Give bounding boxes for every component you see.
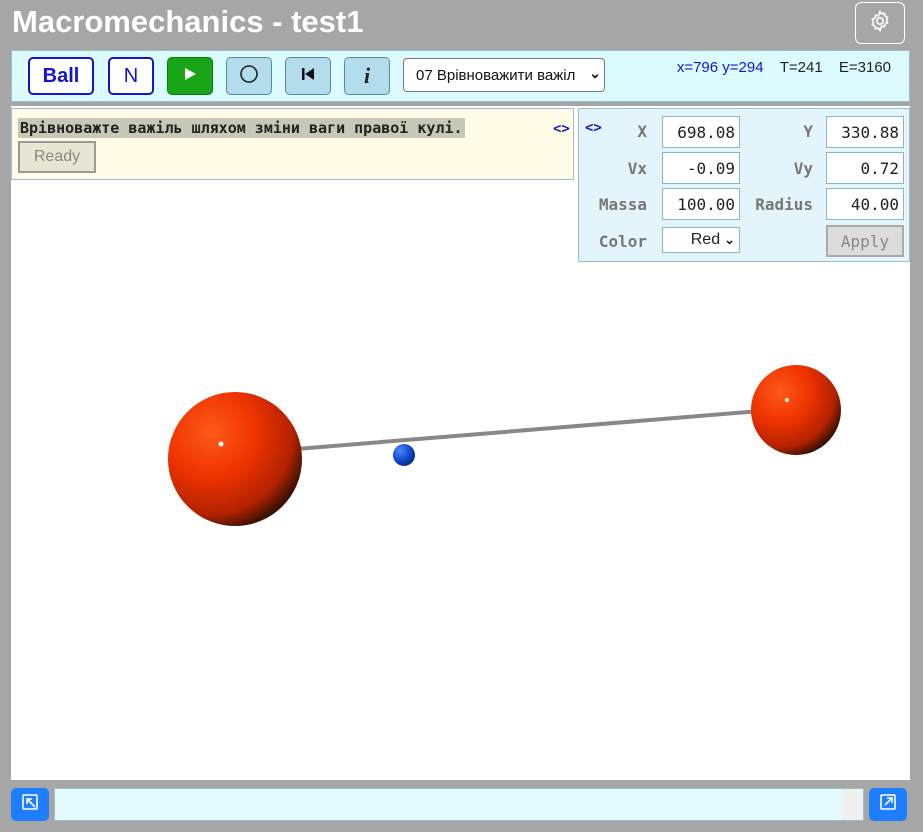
chevron-down-icon: ⌄ xyxy=(589,65,601,81)
mass-label: Massa xyxy=(598,195,647,214)
color-label: Color xyxy=(598,232,647,251)
right-ball-center xyxy=(785,398,789,402)
arrow-up-right-icon xyxy=(878,792,898,817)
time-readout: T=241 xyxy=(779,59,823,76)
mass-input[interactable]: 100.00 xyxy=(662,188,740,220)
app-title: Macromechanics - test1 xyxy=(12,4,364,39)
command-scroll[interactable] xyxy=(842,789,862,820)
right-ball[interactable] xyxy=(751,365,841,455)
play-button[interactable] xyxy=(167,57,213,95)
chevron-down-icon: ⌄ xyxy=(724,232,735,247)
properties-panel: <> X 698.08 Y 330.88 Vx -0.09 Vy 0.72 Ma… xyxy=(578,108,910,262)
vy-label: Vy xyxy=(793,159,813,178)
skip-back-icon xyxy=(300,66,316,87)
n-button[interactable]: N xyxy=(108,57,154,95)
expand-button[interactable] xyxy=(869,788,907,821)
x-input[interactable]: 698.08 xyxy=(662,116,740,148)
simulation-scene[interactable] xyxy=(11,106,910,780)
task-panel: Врівноважте важіль шляхом зміни ваги пра… xyxy=(11,108,574,180)
apply-button[interactable]: Apply xyxy=(826,225,904,257)
reset-button[interactable] xyxy=(285,57,331,95)
properties-toggle[interactable]: <> xyxy=(585,120,602,136)
command-input[interactable] xyxy=(54,788,864,821)
arrow-down-left-icon xyxy=(20,792,40,817)
status-readout: x=796 y=294 T=241 E=3160 xyxy=(677,59,891,76)
circle-button[interactable] xyxy=(226,57,272,95)
y-input[interactable]: 330.88 xyxy=(826,116,904,148)
play-icon xyxy=(183,67,197,86)
scenario-select[interactable]: 07 Врівноважити важіл ⌄ xyxy=(403,58,605,92)
task-toggle[interactable]: <> xyxy=(553,121,570,137)
energy-readout: E=3160 xyxy=(838,59,891,76)
left-ball[interactable] xyxy=(168,392,302,526)
circle-icon xyxy=(239,64,259,89)
settings-button[interactable] xyxy=(855,2,905,44)
lever-rod xyxy=(234,407,786,456)
x-label: X xyxy=(637,122,647,141)
y-label: Y xyxy=(803,122,813,141)
pivot-ball[interactable] xyxy=(393,444,415,466)
vx-label: Vx xyxy=(627,159,647,178)
vx-input[interactable]: -0.09 xyxy=(662,152,740,184)
ball-button[interactable]: Ball xyxy=(28,57,94,95)
info-button[interactable]: i xyxy=(344,57,390,95)
scenario-selected: 07 Врівноважити важіл xyxy=(416,66,576,84)
color-select-value: Red xyxy=(690,231,721,248)
radius-input[interactable]: 40.00 xyxy=(826,188,904,220)
color-select[interactable]: Red ⌄ xyxy=(662,227,740,253)
gear-icon xyxy=(868,9,892,38)
task-text: Врівноважте важіль шляхом зміни ваги пра… xyxy=(18,118,465,138)
toolbar: Ball N i 07 Врівноважити важіл ⌄ x=796 y… xyxy=(11,50,910,102)
left-ball-center xyxy=(218,441,224,447)
vy-input[interactable]: 0.72 xyxy=(826,152,904,184)
coords-readout: x=796 y=294 xyxy=(676,59,764,76)
collapse-button[interactable] xyxy=(11,788,49,821)
ready-button[interactable]: Ready xyxy=(18,141,96,173)
radius-label: Radius xyxy=(755,195,813,214)
